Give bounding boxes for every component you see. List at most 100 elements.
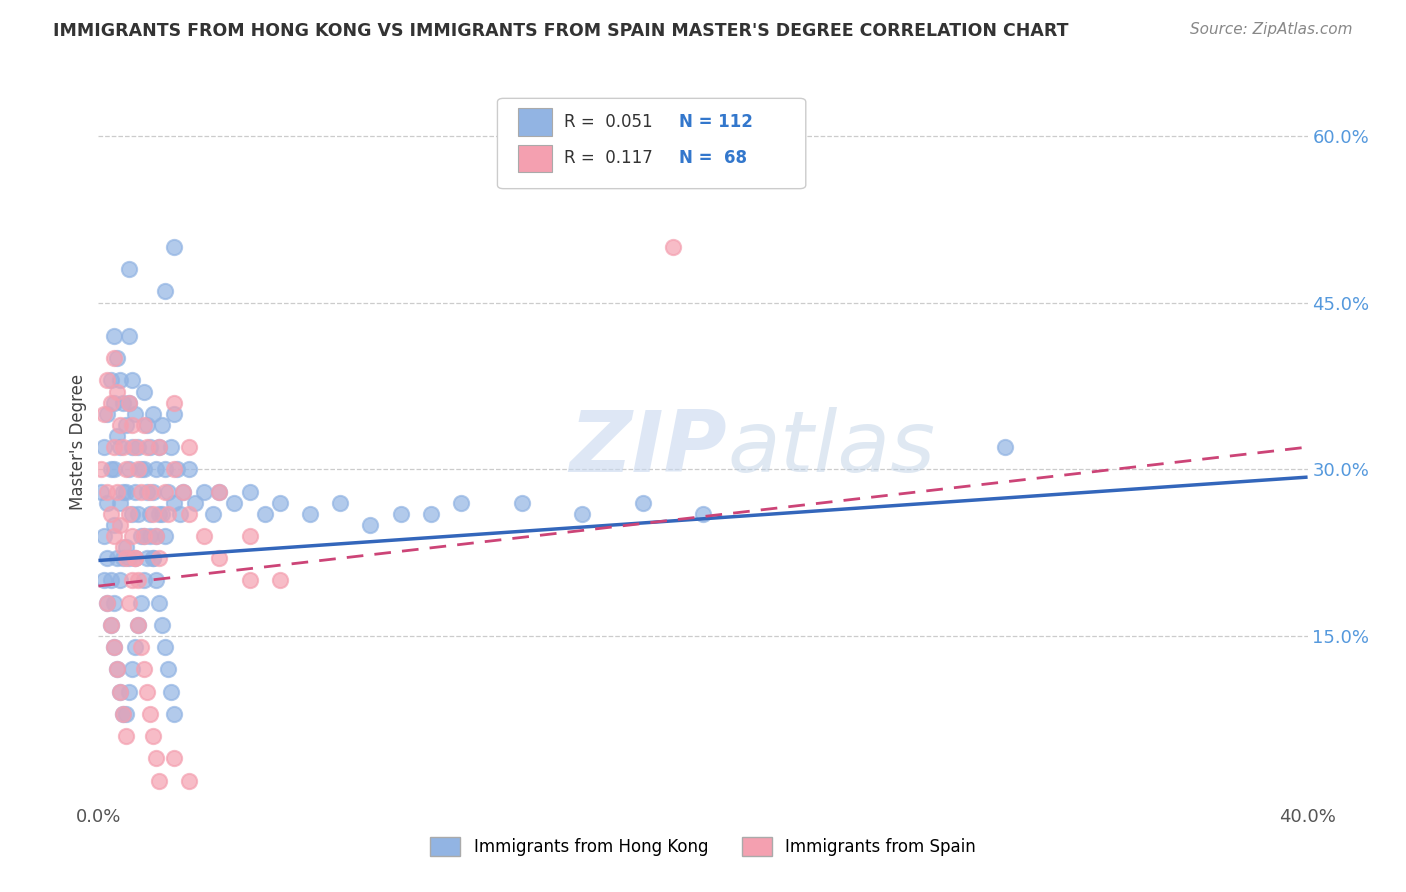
Point (129, 529, 152, 543)
Text: R =  0.051: R = 0.051 (564, 113, 652, 131)
Point (150, 417, 173, 432)
Point (100, 618, 122, 632)
Point (132, 462, 155, 476)
Point (90, 484, 112, 499)
Point (202, 507, 225, 521)
Text: N =  68: N = 68 (679, 149, 747, 168)
Point (111, 440, 134, 454)
Point (108, 496, 131, 510)
Point (103, 440, 125, 454)
Point (121, 440, 143, 454)
Point (124, 551, 146, 566)
Point (145, 751, 167, 765)
Point (103, 462, 125, 476)
Point (139, 706, 162, 721)
Point (156, 662, 179, 676)
Point (145, 529, 167, 543)
Point (124, 640, 146, 655)
Point (118, 462, 141, 476)
Point (121, 417, 143, 432)
Point (96, 373, 118, 387)
Point (153, 285, 176, 299)
Point (179, 440, 201, 454)
Text: N = 112: N = 112 (679, 113, 752, 131)
Point (239, 529, 262, 543)
Point (224, 496, 246, 510)
Point (129, 596, 152, 610)
Point (145, 529, 167, 543)
Point (156, 507, 179, 521)
Point (105, 384, 128, 399)
Point (208, 551, 231, 566)
Point (90, 462, 112, 476)
Point (103, 351, 125, 366)
Point (135, 440, 157, 454)
Point (692, 507, 714, 521)
Text: atlas: atlas (727, 408, 935, 491)
Point (139, 529, 162, 543)
Point (132, 662, 155, 676)
Point (148, 440, 170, 454)
Point (111, 540, 134, 554)
FancyBboxPatch shape (498, 98, 806, 189)
Point (135, 484, 157, 499)
Point (142, 551, 165, 566)
Point (108, 684, 131, 698)
Point (389, 507, 412, 521)
Point (103, 640, 125, 655)
Point (148, 551, 170, 566)
Point (105, 662, 128, 676)
Point (93, 529, 115, 543)
Point (108, 417, 131, 432)
Point (139, 484, 162, 499)
Point (148, 440, 170, 454)
Point (269, 496, 291, 510)
Point (145, 574, 167, 588)
Point (148, 596, 170, 610)
Point (127, 618, 149, 632)
Point (105, 429, 128, 443)
Point (96, 407, 118, 421)
Point (121, 574, 143, 588)
Point (661, 240, 683, 254)
Point (111, 484, 134, 499)
Point (208, 484, 231, 499)
Point (166, 462, 188, 476)
Point (105, 484, 128, 499)
Point (135, 551, 157, 566)
Point (160, 684, 183, 698)
Point (114, 462, 136, 476)
Point (93, 440, 115, 454)
Point (100, 462, 122, 476)
Point (139, 440, 162, 454)
Point (121, 373, 143, 387)
Point (169, 507, 191, 521)
Point (160, 440, 183, 454)
Point (163, 407, 186, 421)
Point (510, 496, 533, 510)
Point (127, 574, 149, 588)
Point (108, 574, 131, 588)
Point (114, 551, 136, 566)
Point (108, 440, 131, 454)
Point (193, 529, 215, 543)
Point (269, 574, 291, 588)
Point (127, 618, 149, 632)
Point (114, 417, 136, 432)
Point (129, 484, 152, 499)
Legend: Immigrants from Hong Kong, Immigrants from Spain: Immigrants from Hong Kong, Immigrants fr… (423, 830, 983, 863)
Point (103, 640, 125, 655)
Point (631, 496, 654, 510)
Point (100, 618, 122, 632)
Point (179, 462, 201, 476)
Y-axis label: Master's Degree: Master's Degree (69, 374, 87, 509)
Point (329, 496, 352, 510)
Point (132, 417, 155, 432)
Point (100, 373, 122, 387)
Point (420, 507, 443, 521)
Point (193, 484, 215, 499)
Text: ZIP: ZIP (569, 408, 727, 491)
Point (135, 684, 157, 698)
Point (103, 329, 125, 343)
Point (114, 484, 136, 499)
